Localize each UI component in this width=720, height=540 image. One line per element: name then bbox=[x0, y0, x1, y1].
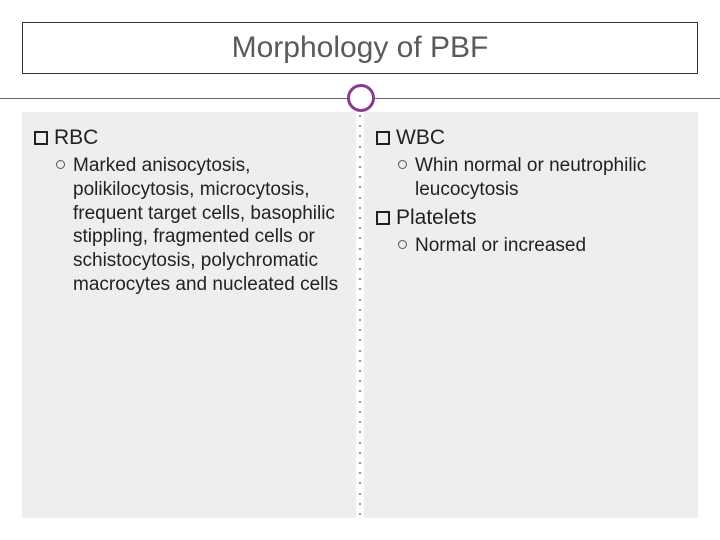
circle-bullet-icon bbox=[398, 160, 407, 169]
section-label: WBC bbox=[396, 126, 445, 150]
section-header-rbc: RBC bbox=[34, 126, 344, 150]
slide-container: Morphology of PBF RBC Marked anisocytosi… bbox=[0, 0, 720, 540]
circle-bullet-icon bbox=[398, 240, 407, 249]
title-box: Morphology of PBF bbox=[22, 22, 698, 74]
square-bullet-icon bbox=[376, 131, 390, 145]
vertical-divider bbox=[358, 112, 362, 518]
item-text: Marked anisocytosis, polikilocytosis, mi… bbox=[73, 154, 344, 297]
item-text: Whin normal or neutrophilic leucocytosis bbox=[415, 154, 686, 202]
item-text: Normal or increased bbox=[415, 234, 586, 258]
left-panel: RBC Marked anisocytosis, polikilocytosis… bbox=[22, 112, 356, 518]
slide-title: Morphology of PBF bbox=[232, 31, 489, 65]
section-header-wbc: WBC bbox=[376, 126, 686, 150]
circle-bullet-icon bbox=[56, 160, 65, 169]
list-item: Whin normal or neutrophilic leucocytosis bbox=[398, 154, 686, 202]
square-bullet-icon bbox=[376, 211, 390, 225]
list-item: Normal or increased bbox=[398, 234, 686, 258]
square-bullet-icon bbox=[34, 131, 48, 145]
list-item: Marked anisocytosis, polikilocytosis, mi… bbox=[56, 154, 344, 297]
section-header-platelets: Platelets bbox=[376, 206, 686, 230]
right-panel: WBC Whin normal or neutrophilic leucocyt… bbox=[364, 112, 698, 518]
section-label: RBC bbox=[54, 126, 98, 150]
section-label: Platelets bbox=[396, 206, 477, 230]
circle-decoration bbox=[347, 84, 375, 112]
